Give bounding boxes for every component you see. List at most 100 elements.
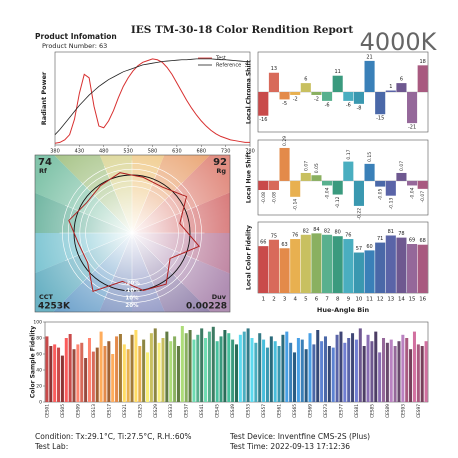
- bar: [320, 341, 324, 402]
- bar: [375, 180, 386, 187]
- x-tick-label: CES93: [400, 404, 406, 418]
- value-label: 66: [260, 240, 266, 246]
- test-curve: [68, 172, 200, 293]
- bar: [353, 92, 364, 104]
- x-tick-label: CES81: [354, 404, 360, 418]
- bar: [396, 83, 407, 92]
- bar: [417, 65, 428, 92]
- value-label: -0.04: [325, 187, 331, 199]
- bar: [130, 334, 134, 402]
- bar: [72, 349, 76, 402]
- x-tick-label: 630: [172, 149, 182, 155]
- legend-label: Reference: [216, 63, 241, 69]
- bar: [57, 347, 61, 402]
- y-axis-label: Radiant Power: [40, 71, 48, 125]
- x-tick-label: 12: [377, 297, 384, 303]
- bar: [188, 330, 192, 402]
- bar: [68, 334, 72, 402]
- bar: [290, 92, 301, 95]
- bar: [417, 244, 428, 293]
- bar: [343, 342, 347, 402]
- bar: [176, 346, 180, 402]
- bar: [207, 331, 211, 402]
- duv-value: 0.00228: [186, 302, 227, 312]
- bar: [308, 333, 312, 402]
- bar: [227, 333, 231, 402]
- bar: [396, 237, 407, 293]
- rf-label: Rf: [39, 167, 47, 175]
- bar: [385, 90, 396, 92]
- bar: [293, 352, 297, 402]
- value-label: 76: [345, 233, 351, 239]
- bar: [107, 341, 111, 402]
- bar: [412, 331, 416, 402]
- bar: [254, 342, 258, 402]
- bar: [269, 336, 273, 402]
- bar: [103, 346, 107, 402]
- bar: [362, 346, 366, 402]
- bar: [343, 239, 354, 293]
- value-label: 78: [398, 231, 404, 237]
- bar: [180, 326, 184, 402]
- bar: [351, 333, 355, 402]
- spoke: [131, 181, 184, 234]
- value-label: 0.15: [367, 152, 373, 162]
- x-tick-label: 430: [75, 149, 85, 155]
- value-label: 63: [281, 242, 287, 248]
- bar: [290, 239, 301, 293]
- value-label: -0.13: [388, 198, 394, 210]
- spoke: [80, 232, 133, 285]
- y-tick-label: 60: [36, 352, 42, 358]
- bar: [53, 344, 57, 402]
- plot-frame: [34, 154, 231, 313]
- value-label: 71: [377, 236, 383, 242]
- cct-label: CCT: [39, 293, 54, 301]
- x-tick-label: CES61: [277, 404, 283, 418]
- cct-value: 4253K: [38, 302, 71, 312]
- bar: [389, 339, 393, 402]
- x-tick-label: CES05: [60, 404, 66, 418]
- x-tick-label: CES01: [44, 404, 50, 418]
- bar: [265, 347, 269, 402]
- legend-label: Test: [215, 56, 226, 62]
- bar: [343, 161, 354, 181]
- bar: [312, 344, 316, 402]
- spoke: [131, 205, 200, 234]
- bar: [115, 336, 119, 402]
- value-label: 1: [389, 84, 392, 90]
- bar: [358, 328, 362, 402]
- x-axis-label: Hue-Angle Bin: [317, 306, 370, 314]
- value-label: 60: [366, 244, 372, 250]
- bar: [149, 333, 153, 402]
- rg-value: 92: [213, 157, 227, 168]
- x-tick-label: 2: [272, 297, 276, 303]
- x-tick-label: CES25: [137, 404, 143, 418]
- value-label: -0.08: [261, 192, 267, 204]
- spoke: [64, 205, 133, 234]
- bar: [401, 334, 405, 402]
- bar: [289, 342, 293, 402]
- ring-label: 20%: [125, 303, 139, 309]
- y-tick-label: 0: [39, 400, 42, 406]
- bar: [200, 328, 204, 402]
- value-label: 0.05: [314, 163, 320, 173]
- bar: [420, 346, 424, 402]
- plot-frame: [257, 139, 429, 216]
- x-tick-label: CES97: [416, 404, 422, 418]
- bar: [279, 248, 290, 293]
- product-number: Product Number: 63: [42, 42, 107, 50]
- spoke: [131, 232, 184, 285]
- bar: [281, 334, 285, 402]
- bar: [396, 172, 407, 181]
- x-tick-label: 1: [262, 297, 266, 303]
- bar: [268, 180, 279, 190]
- bar: [397, 341, 401, 402]
- bar: [311, 92, 322, 95]
- value-label: -0.14: [293, 199, 299, 211]
- bar: [215, 341, 219, 402]
- bar: [339, 331, 343, 402]
- y-axis-label: Local Chroma Shift: [246, 60, 253, 124]
- bar: [277, 346, 281, 402]
- bar: [76, 344, 80, 402]
